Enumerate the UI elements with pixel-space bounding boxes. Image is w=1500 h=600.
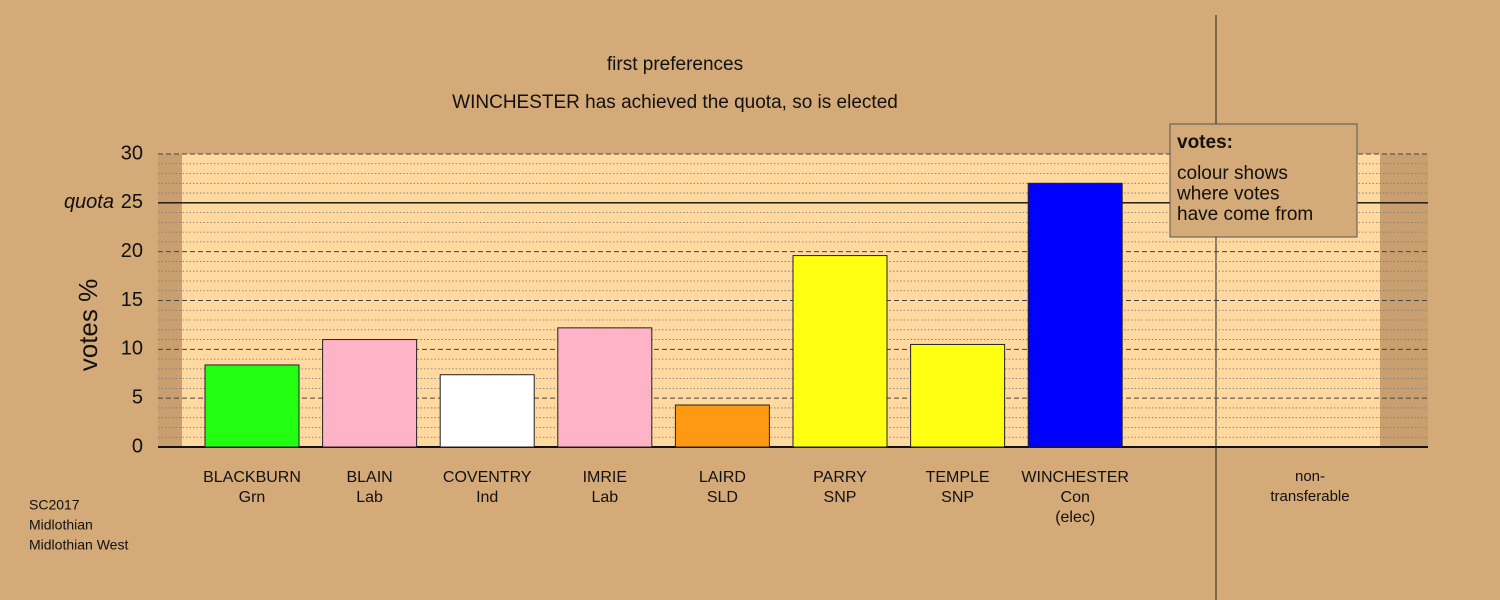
chart-title: first preferences: [607, 54, 743, 75]
bar: [674, 404, 770, 448]
legend-box: [1169, 123, 1358, 238]
x-tick-sublabel: SLD: [707, 489, 738, 506]
y-tick-label: 25: [121, 191, 143, 213]
x-tick-sublabel: Lab: [356, 489, 383, 506]
y-axis-label: votes %: [73, 279, 103, 372]
bar: [557, 327, 653, 448]
legend-text: colour shows: [1177, 163, 1288, 184]
y-tick-label: 30: [121, 142, 143, 164]
x-tick-sublabel: (elec): [1055, 509, 1095, 526]
chart-subtitle: WINCHESTER has achieved the quota, so is…: [452, 92, 898, 113]
x-tick-sublabel: Con: [1061, 489, 1090, 506]
bar: [204, 364, 300, 448]
bar: [1027, 182, 1123, 448]
y-tick-label: 15: [121, 289, 143, 311]
x-tick-sublabel: Ind: [476, 489, 498, 506]
x-tick-sublabel: Lab: [591, 489, 618, 506]
bar: [910, 343, 1006, 448]
x-tick-label: IMRIE: [583, 469, 627, 486]
x-tick-label: LAIRD: [699, 469, 746, 486]
column-label: non-: [1295, 468, 1325, 485]
x-tick-label: BLACKBURN: [203, 469, 301, 486]
footer-text: Midlothian: [29, 517, 93, 533]
x-tick-label: TEMPLE: [926, 469, 990, 486]
x-tick-label: PARRY: [813, 469, 867, 486]
legend-text: have come from: [1177, 204, 1313, 225]
quota-label: quota: [64, 191, 114, 213]
y-tick-label: 10: [121, 338, 143, 360]
column-label: transferable: [1270, 488, 1349, 505]
bar: [792, 255, 888, 448]
y-tick-label: 5: [132, 386, 143, 408]
footer-text: SC2017: [29, 497, 80, 513]
x-tick-label: COVENTRY: [443, 469, 532, 486]
y-tick-label: 0: [132, 435, 143, 457]
y-tick-label: 20: [121, 240, 143, 262]
x-tick-sublabel: SNP: [824, 489, 857, 506]
bar: [322, 339, 418, 448]
x-tick-sublabel: Grn: [239, 489, 266, 506]
x-tick-label: WINCHESTER: [1021, 469, 1129, 486]
legend-title: votes:: [1177, 132, 1233, 153]
bar: [439, 374, 535, 448]
footer-text: Midlothian West: [29, 537, 128, 553]
x-tick-sublabel: SNP: [941, 489, 974, 506]
x-tick-label: BLAIN: [346, 469, 392, 486]
legend-text: where votes: [1176, 184, 1279, 205]
